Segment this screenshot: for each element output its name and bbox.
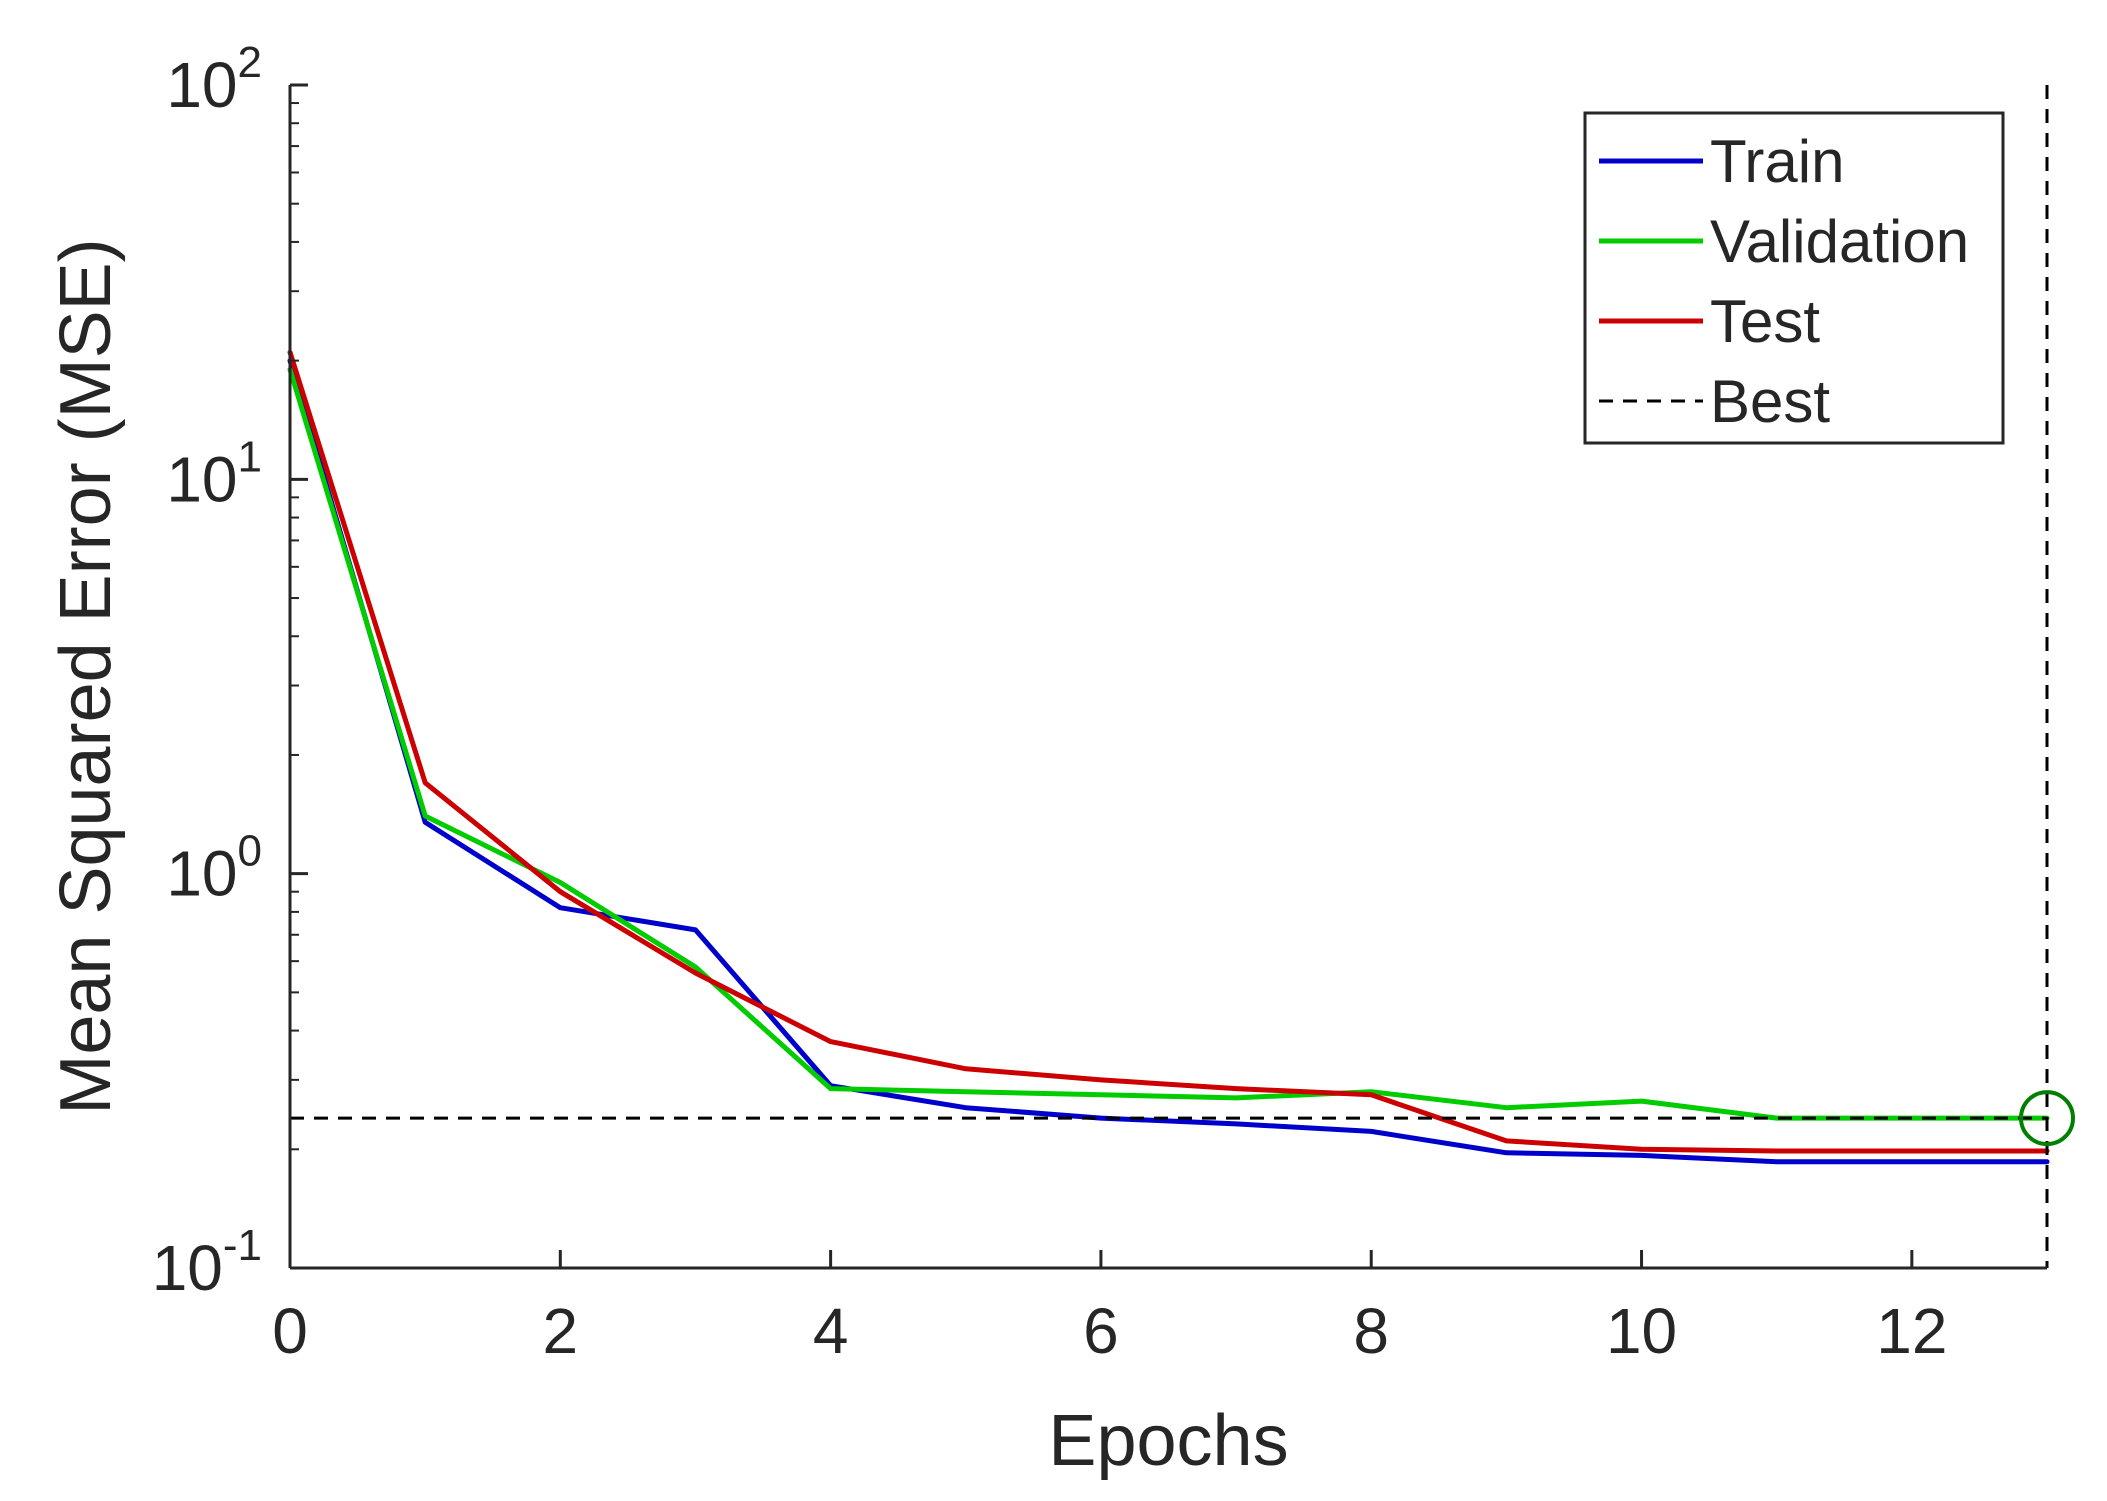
x-tick-label: 8: [1353, 1295, 1389, 1367]
series-line-test: [287, 349, 2050, 1154]
legend-label-validation: Validation: [1710, 208, 1969, 275]
y-tick-label: 102: [166, 38, 262, 121]
x-tick-label: 10: [1606, 1295, 1677, 1367]
x-axis-title: Epochs: [1048, 1401, 1288, 1481]
y-tick-label: 10-1: [152, 1221, 262, 1304]
x-tick-label: 4: [813, 1295, 849, 1367]
y-tick-label: 101: [166, 432, 262, 515]
x-tick-label: 12: [1876, 1295, 1947, 1367]
legend-label-best: Best: [1710, 368, 1830, 435]
x-tick-label: 2: [543, 1295, 579, 1367]
y-tick-label: 100: [166, 827, 262, 910]
best-marker-circle: [2019, 1090, 2075, 1147]
y-axis-title: Mean Squared Error (MSE): [46, 238, 126, 1114]
legend-box: [1583, 111, 2005, 445]
series-line-train: [287, 358, 2050, 1165]
legend-label-train: Train: [1710, 128, 1844, 195]
legend-label-test: Test: [1710, 288, 1820, 355]
x-tick-label: 0: [272, 1295, 308, 1367]
x-tick-label: 6: [1083, 1295, 1119, 1367]
series-line-validation: [287, 366, 2050, 1121]
